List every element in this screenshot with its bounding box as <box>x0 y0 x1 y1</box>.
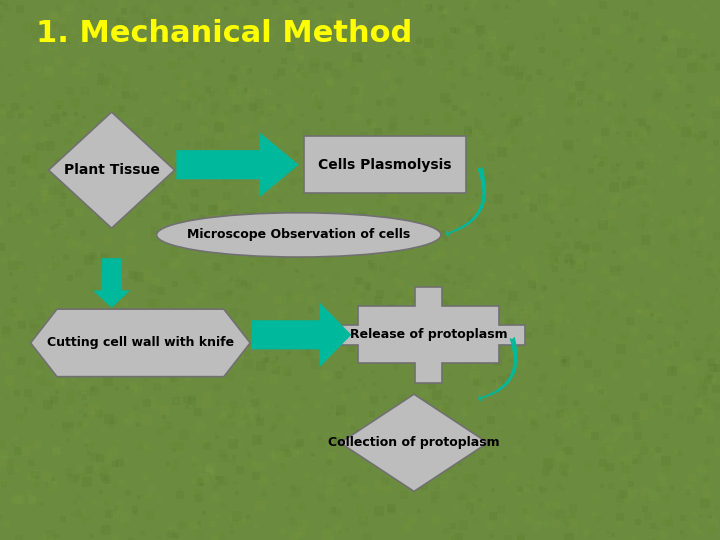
Polygon shape <box>31 309 251 377</box>
FancyBboxPatch shape <box>305 137 467 193</box>
Text: Plant Tissue: Plant Tissue <box>63 163 160 177</box>
Text: Release of protoplasm: Release of protoplasm <box>350 328 507 341</box>
FancyArrow shape <box>93 258 130 308</box>
Polygon shape <box>340 394 488 491</box>
Polygon shape <box>332 287 525 383</box>
Polygon shape <box>49 112 174 228</box>
Text: 1. Mechanical Method: 1. Mechanical Method <box>36 19 413 48</box>
Text: Cells Plasmolysis: Cells Plasmolysis <box>318 158 452 172</box>
Text: Cutting cell wall with knife: Cutting cell wall with knife <box>47 336 234 349</box>
FancyArrow shape <box>176 132 299 197</box>
Text: Microscope Observation of cells: Microscope Observation of cells <box>187 228 410 241</box>
Text: Collection of protoplasm: Collection of protoplasm <box>328 436 500 449</box>
FancyArrow shape <box>252 302 351 367</box>
Ellipse shape <box>157 213 441 257</box>
